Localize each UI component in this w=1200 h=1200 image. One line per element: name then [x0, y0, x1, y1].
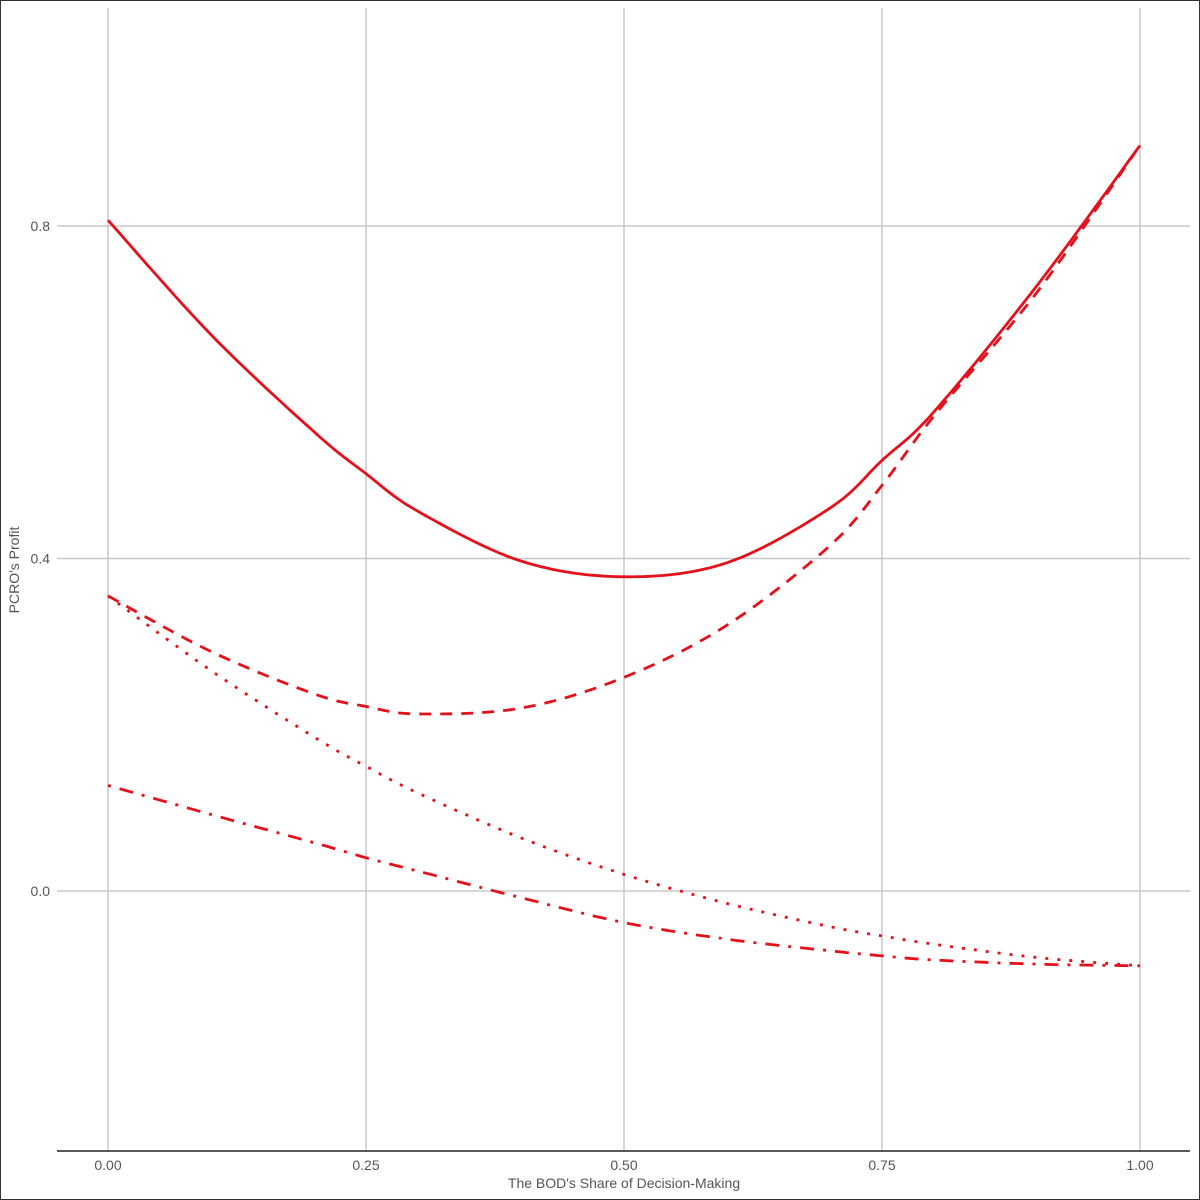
grid-lines	[57, 8, 1190, 1151]
y-axis-label: PCRO's Profit	[6, 527, 22, 614]
x-tick-label: 0.50	[610, 1157, 637, 1173]
x-axis-ticks: 0.00 0.25 0.50 0.75 1.00	[94, 1157, 1153, 1173]
y-tick-label: 0.0	[31, 883, 51, 899]
x-axis-label: The BOD's Share of Decision-Making	[508, 1175, 740, 1191]
series-solid-line	[106, 144, 1142, 579]
x-tick-label: 0.00	[94, 1157, 121, 1173]
x-tick-label: 0.25	[352, 1157, 379, 1173]
x-tick-label: 0.75	[868, 1157, 895, 1173]
y-tick-label: 0.8	[31, 218, 51, 234]
series-dotted-line	[107, 594, 1141, 968]
data-series	[106, 144, 1142, 968]
y-tick-label: 0.4	[31, 551, 51, 567]
y-axis-ticks: 0.0 0.4 0.8	[31, 218, 51, 899]
x-tick-label: 1.00	[1126, 1157, 1153, 1173]
